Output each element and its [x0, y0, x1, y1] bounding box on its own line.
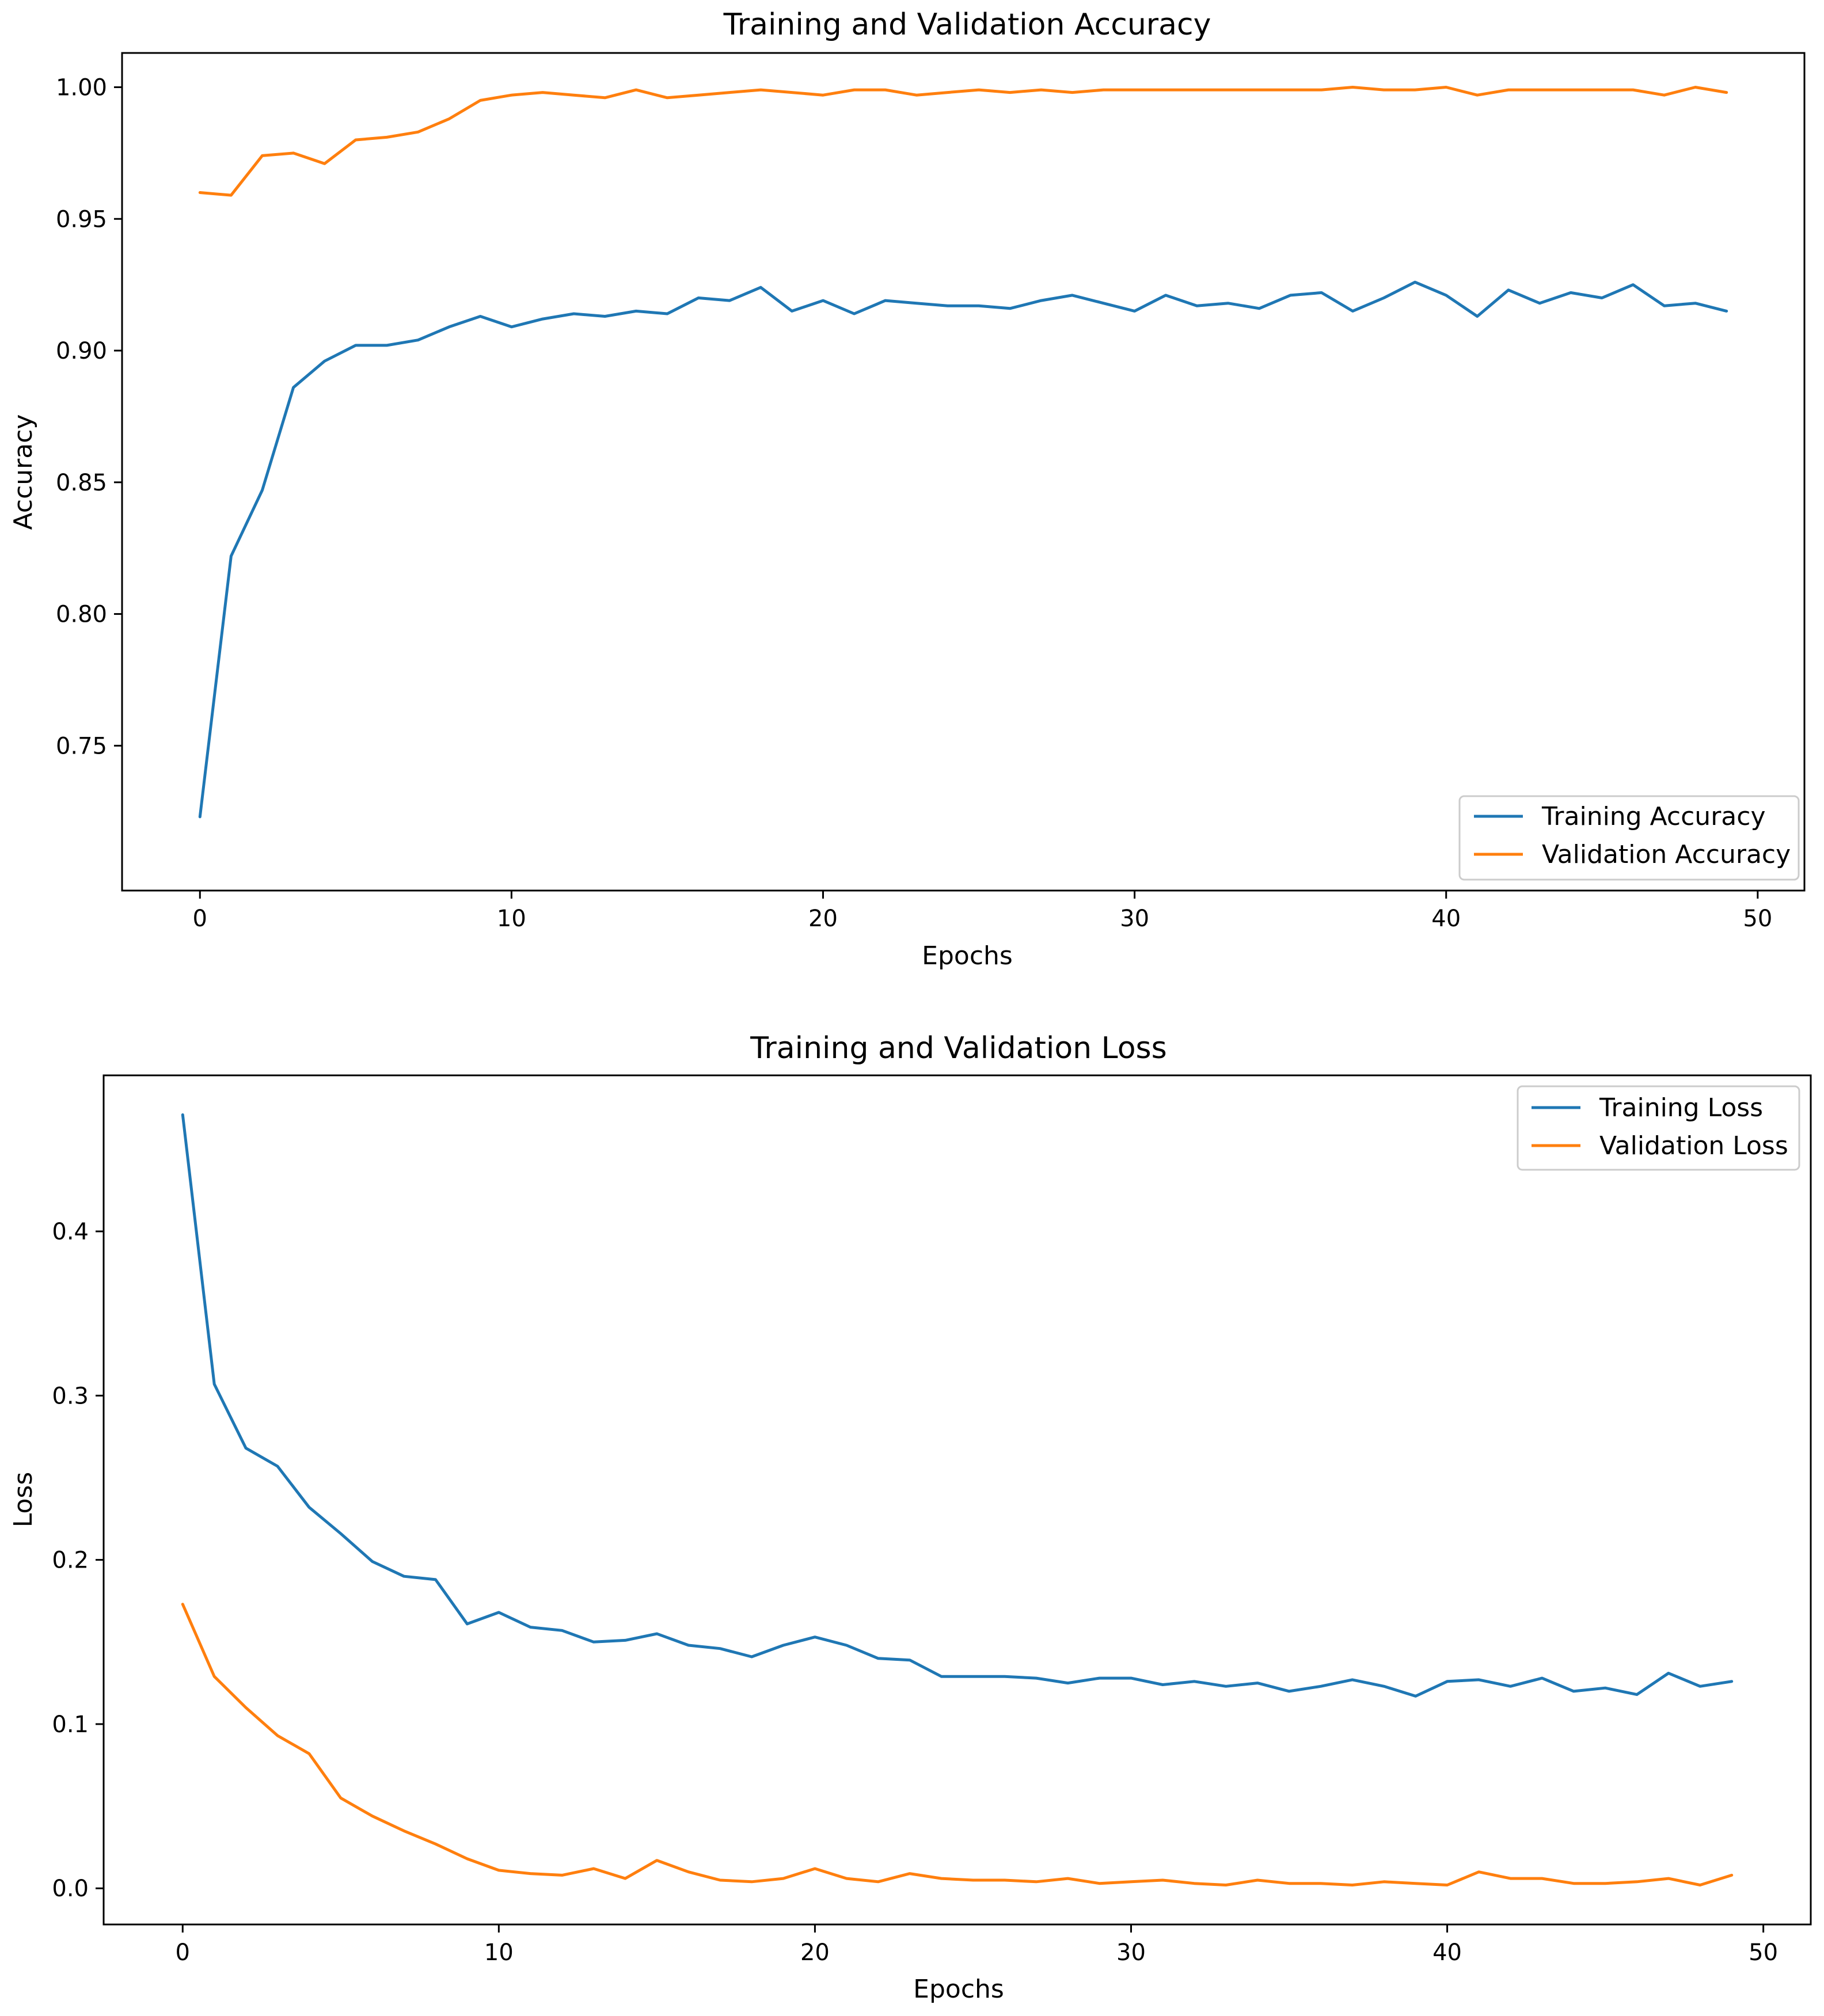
accuracy-y-axis-label: Accuracy: [9, 414, 38, 530]
accuracy-legend-box: [1458, 795, 1800, 881]
accuracy-axes-frame: [121, 52, 1806, 892]
accuracy-y-tick-label: 0.95: [56, 206, 107, 233]
loss-x-ticks: 0 10 20 30 40 50: [176, 1924, 1778, 1966]
accuracy-y-tick-label: 0.90: [56, 338, 107, 364]
loss-y-tick-label: 0.3: [52, 1383, 89, 1409]
loss-y-tick-label: 0.2: [52, 1547, 89, 1574]
loss-chart-title: Training and Validation Loss: [750, 1031, 1166, 1066]
accuracy-y-tick-label: 1.00: [56, 74, 107, 101]
legend-label-training-accuracy: Training Accuracy: [1541, 802, 1765, 831]
loss-series-line-validation-loss: [181, 1603, 1734, 1886]
loss-y-axis-label: Loss: [9, 1472, 38, 1528]
accuracy-y-ticks: 0.75 0.80 0.85 0.90 0.95 1.00: [56, 74, 122, 759]
accuracy-y-tick-label: 0.80: [56, 602, 107, 628]
legend-label-validation-accuracy: Validation Accuracy: [1542, 840, 1791, 869]
loss-y-tick-label: 0.4: [52, 1219, 89, 1245]
loss-x-tick-label: 40: [1432, 1939, 1462, 1966]
accuracy-legend: Training Accuracy Validation Accuracy: [1458, 795, 1800, 881]
legend-label-validation-loss: Validation Loss: [1599, 1131, 1788, 1161]
accuracy-x-axis-label: Epochs: [922, 941, 1013, 971]
accuracy-y-tick-label: 0.75: [56, 733, 107, 759]
loss-series-lines: [181, 1113, 1734, 1886]
accuracy-x-ticks: 0 10 20 30 40 50: [193, 891, 1772, 932]
loss-x-tick-label: 20: [800, 1939, 830, 1966]
loss-y-tick-label: 0.1: [52, 1711, 89, 1738]
loss-axes-frame: [102, 1074, 1812, 1926]
accuracy-x-tick-label: 20: [808, 906, 838, 932]
accuracy-x-tick-label: 50: [1743, 906, 1772, 932]
legend-label-training-loss: Training Loss: [1599, 1093, 1763, 1123]
loss-x-tick-label: 10: [484, 1939, 514, 1966]
accuracy-y-tick-label: 0.85: [56, 470, 107, 496]
accuracy-series-line-training-accuracy: [198, 280, 1728, 819]
loss-panel: Training and Validation Loss 0 10 20 30 40 50…: [9, 1031, 1812, 2004]
accuracy-x-tick-label: 40: [1431, 906, 1461, 932]
loss-legend: Training Loss Validation Loss: [1517, 1085, 1800, 1171]
accuracy-chart-title: Training and Validation Accuracy: [723, 7, 1211, 42]
accuracy-panel: Training and Validation Accuracy 0 10 20 30…: [9, 7, 1806, 971]
accuracy-x-tick-label: 0: [193, 906, 207, 932]
accuracy-series-line-validation-accuracy: [198, 86, 1728, 197]
loss-x-axis-label: Epochs: [913, 1975, 1004, 2004]
loss-y-tick-label: 0.0: [52, 1876, 89, 1902]
loss-x-tick-label: 0: [176, 1939, 190, 1966]
accuracy-x-tick-label: 10: [497, 906, 526, 932]
loss-x-tick-label: 50: [1749, 1939, 1778, 1966]
accuracy-x-tick-label: 30: [1120, 906, 1149, 932]
loss-series-line-training-loss: [181, 1113, 1734, 1698]
accuracy-series-lines: [198, 86, 1728, 819]
loss-y-ticks: 0.0 0.1 0.2 0.3 0.4: [52, 1219, 104, 1902]
loss-legend-box: [1517, 1085, 1800, 1171]
loss-x-tick-label: 30: [1116, 1939, 1146, 1966]
